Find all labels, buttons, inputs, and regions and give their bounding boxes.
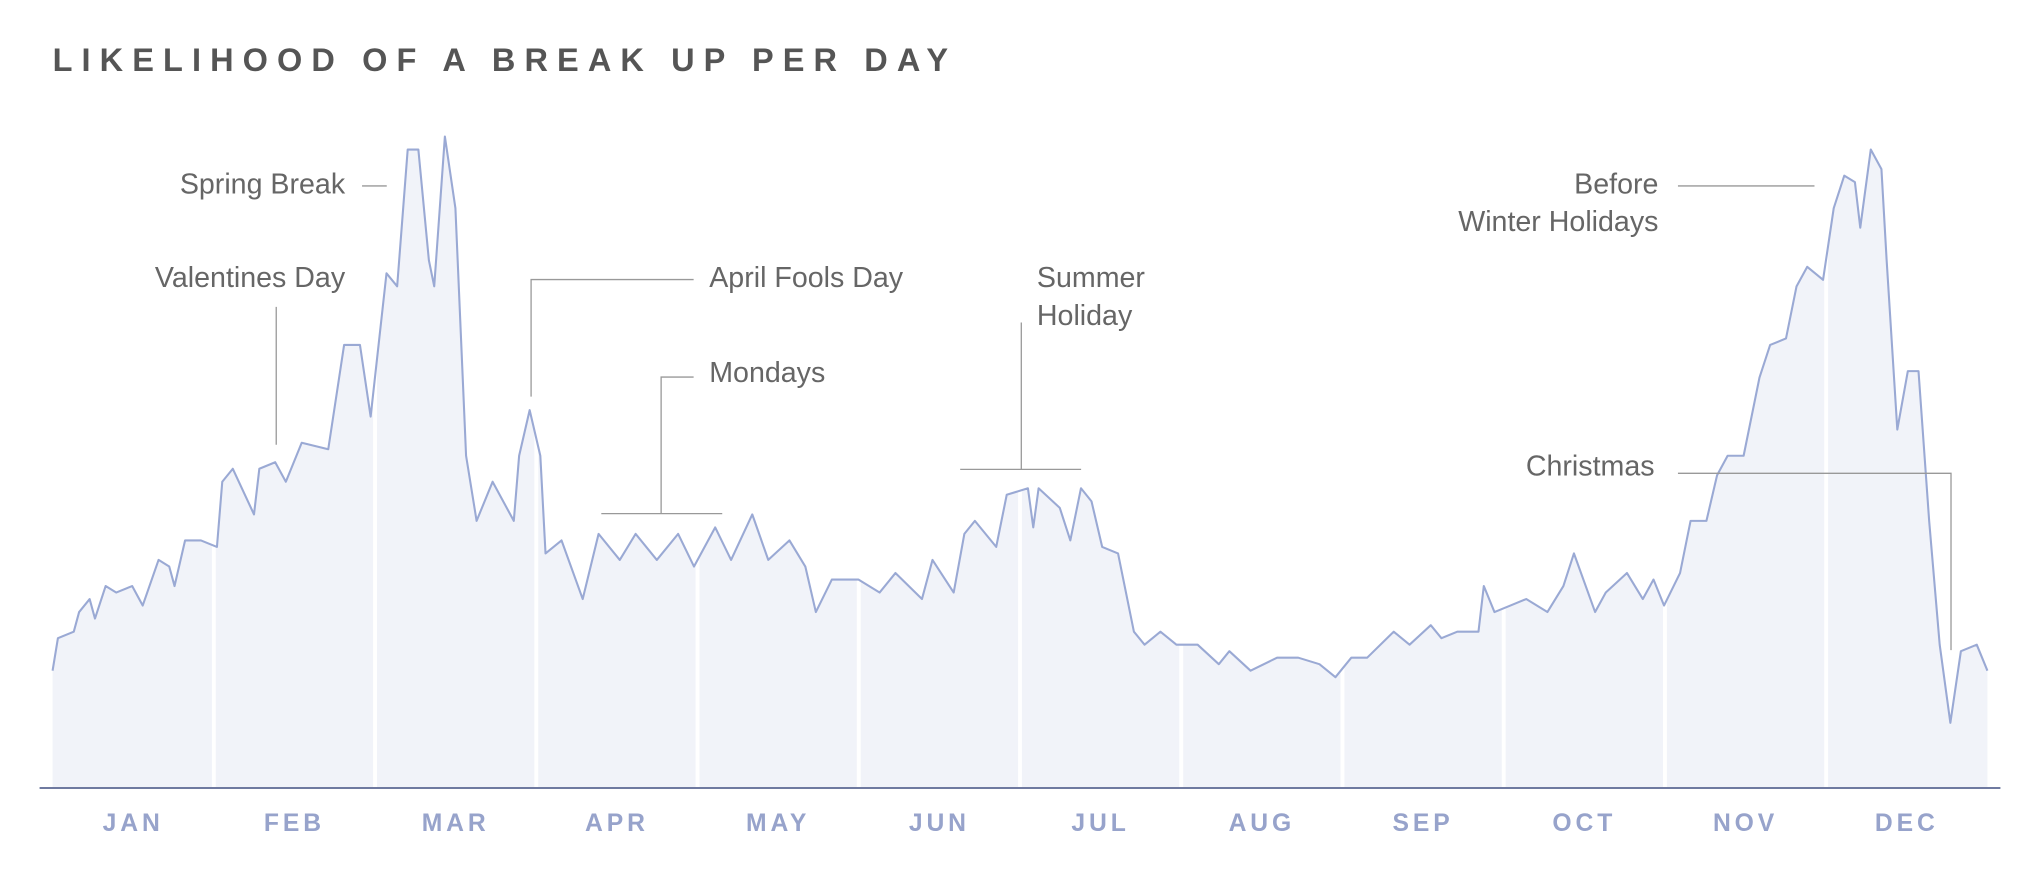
x-tick-label: MAR xyxy=(422,810,490,837)
leader-line xyxy=(530,278,694,397)
annotation: Christmas xyxy=(1526,451,1655,483)
annotation: Spring Break xyxy=(180,169,346,201)
annotation: Summer xyxy=(1037,262,1146,294)
x-tick-label: FEB xyxy=(264,810,325,837)
x-tick-label: AUG xyxy=(1229,810,1296,837)
annotation: Before xyxy=(1574,169,1658,201)
annotation: Holiday xyxy=(1037,300,1133,332)
x-tick-label: JAN xyxy=(103,810,164,837)
x-tick-label: SEP xyxy=(1393,810,1454,837)
annotation: Valentines Day xyxy=(155,262,346,294)
leader-line xyxy=(660,376,694,514)
x-tick-label: OCT xyxy=(1552,810,1616,837)
annotation: Winter Holidays xyxy=(1458,206,1658,238)
annotation: Mondays xyxy=(709,357,825,389)
x-tick-label: NOV xyxy=(1713,810,1778,837)
x-tick-label: JUN xyxy=(909,810,970,837)
plot-area: JAN FEB MAR APR MAY JUN JUL AUG SEP OCT NOV DEC xyxy=(39,123,2001,837)
x-tick-label: DEC xyxy=(1875,810,1939,837)
x-tick-label: APR xyxy=(585,810,649,837)
chart-title: LIKELIHOOD OF A BREAK UP PER DAY xyxy=(53,42,958,78)
area-line xyxy=(51,135,1989,724)
annotation: April Fools Day xyxy=(709,262,904,294)
x-tick-label: MAY xyxy=(746,810,810,837)
leader-lines xyxy=(275,185,1952,651)
x-tick-label: JUL xyxy=(1071,810,1129,837)
leader-line xyxy=(1677,472,1952,651)
